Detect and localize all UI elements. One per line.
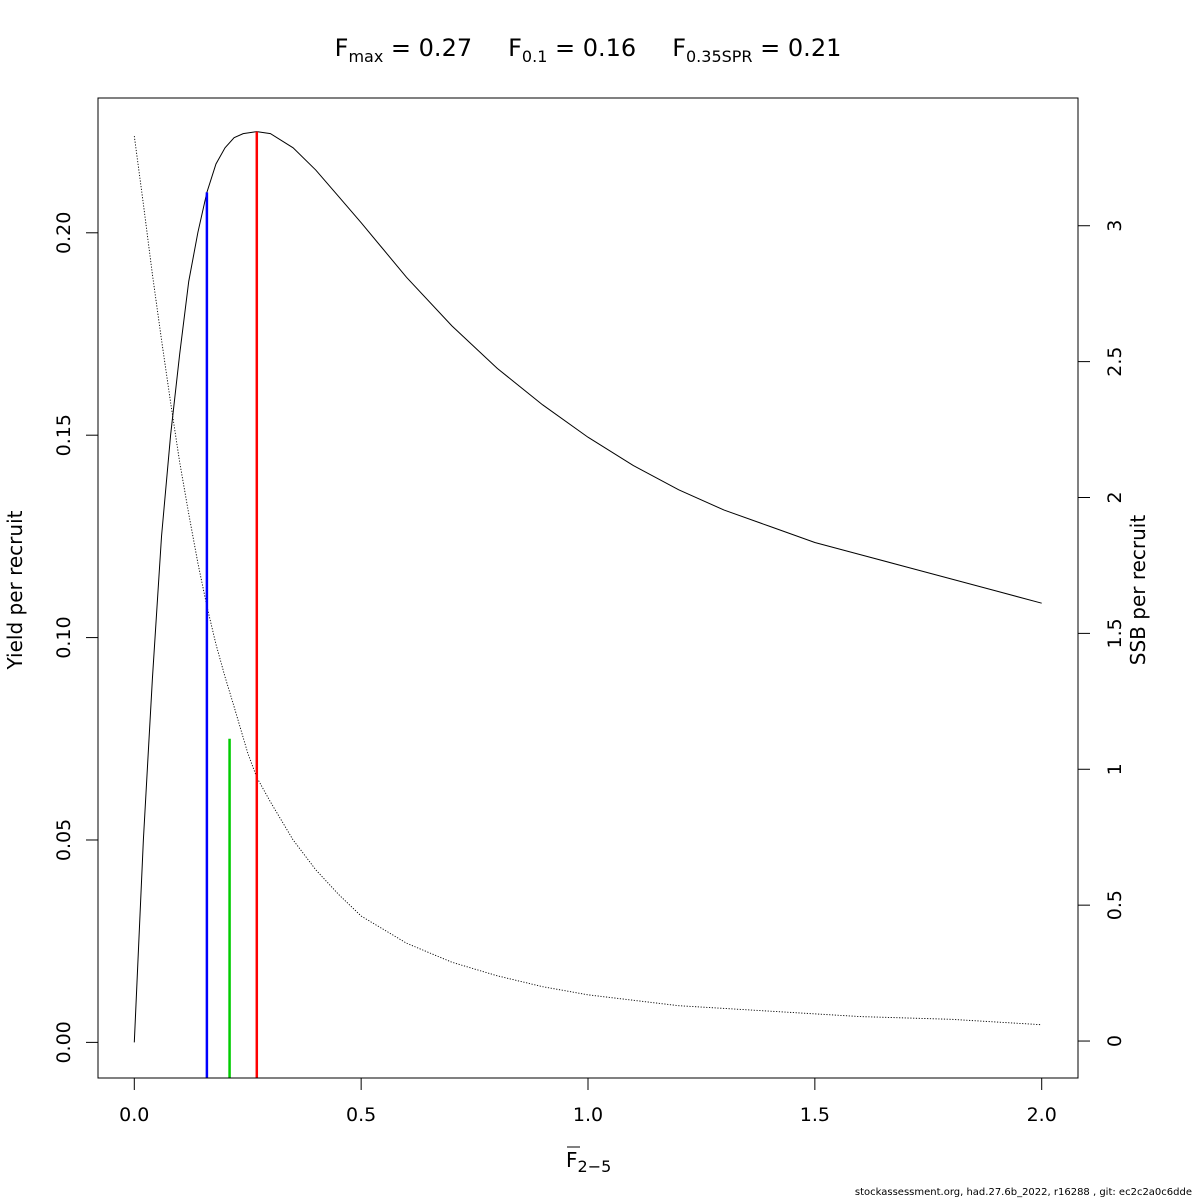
y-axis-left-title: Yield per recruit <box>3 510 27 670</box>
y-left-tick-label: 0.10 <box>53 616 75 658</box>
x-tick-label: 1.5 <box>800 1104 830 1126</box>
y-left-tick-label: 0.15 <box>53 414 75 456</box>
y-axis-right: 0 0.5 1 1.5 2 2.5 3 <box>1077 220 1126 1047</box>
y-right-tick-label: 0 <box>1104 1035 1126 1047</box>
reference-lines <box>205 131 259 1078</box>
chart-title: Fmax = 0.27 F0.1 = 0.16 F0.35SPR = 0.21 <box>335 34 842 66</box>
yield-per-recruit-line <box>133 131 1042 1043</box>
y-left-tick-label: 0.20 <box>53 212 75 254</box>
x-axis-title: F2−5 <box>566 1146 611 1176</box>
ssb-per-recruit-line <box>133 135 1042 1026</box>
y-axis-right-title: SSB per recruit <box>1126 515 1150 666</box>
chart-title-text: Fmax = 0.27 F0.1 = 0.16 F0.35SPR = 0.21 <box>335 34 842 66</box>
x-axis-title-text: F2−5 <box>566 1148 611 1176</box>
x-axis: 0.0 0.5 1.0 1.5 2.0 <box>119 1077 1057 1126</box>
y-right-tick-label: 2.5 <box>1104 347 1126 377</box>
x-tick-label: 0.0 <box>119 1104 149 1126</box>
x-tick-label: 0.5 <box>346 1104 376 1126</box>
y-left-tick-label: 0.05 <box>53 819 75 861</box>
y-right-tick-label: 2 <box>1104 491 1126 503</box>
y-right-tick-label: 0.5 <box>1104 890 1126 920</box>
y-right-tick-label: 1 <box>1104 763 1126 775</box>
y-left-tick-label: 0.00 <box>53 1021 75 1063</box>
series-group <box>133 131 1042 1043</box>
footer-note: stockassessment.org, had.27.6b_2022, r16… <box>854 1187 1192 1198</box>
y-right-tick-label: 3 <box>1104 220 1126 232</box>
x-tick-label: 1.0 <box>573 1104 603 1126</box>
x-tick-label: 2.0 <box>1027 1104 1057 1126</box>
y-axis-left: 0.00 0.05 0.10 0.15 0.20 <box>53 212 99 1064</box>
plot-frame <box>97 97 1079 1079</box>
y-right-tick-label: 1.5 <box>1104 618 1126 648</box>
